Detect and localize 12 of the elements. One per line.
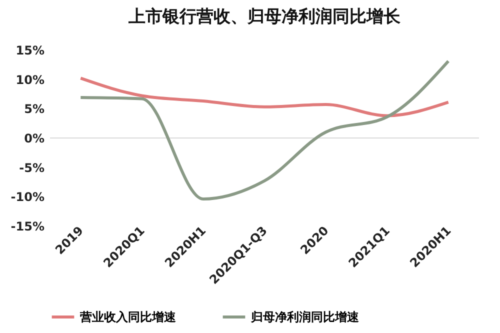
line-series	[79, 60, 450, 201]
legend-label: 归母净利润同比增速	[250, 310, 360, 324]
chart-title: 上市银行营收、归母净利润同比增长	[128, 7, 402, 27]
y-tick-label: 15%	[16, 44, 44, 58]
y-tick-label: -5%	[19, 160, 44, 175]
y-tick-label: 5%	[24, 102, 44, 116]
y-tick-label: 0%	[24, 132, 44, 146]
legend-label: 营业收入同比增速	[79, 310, 177, 324]
line-series	[79, 76, 450, 118]
y-tick-label: 10%	[16, 72, 44, 87]
y-tick-label: -15%	[10, 220, 44, 234]
y-tick-label: -10%	[10, 190, 44, 204]
